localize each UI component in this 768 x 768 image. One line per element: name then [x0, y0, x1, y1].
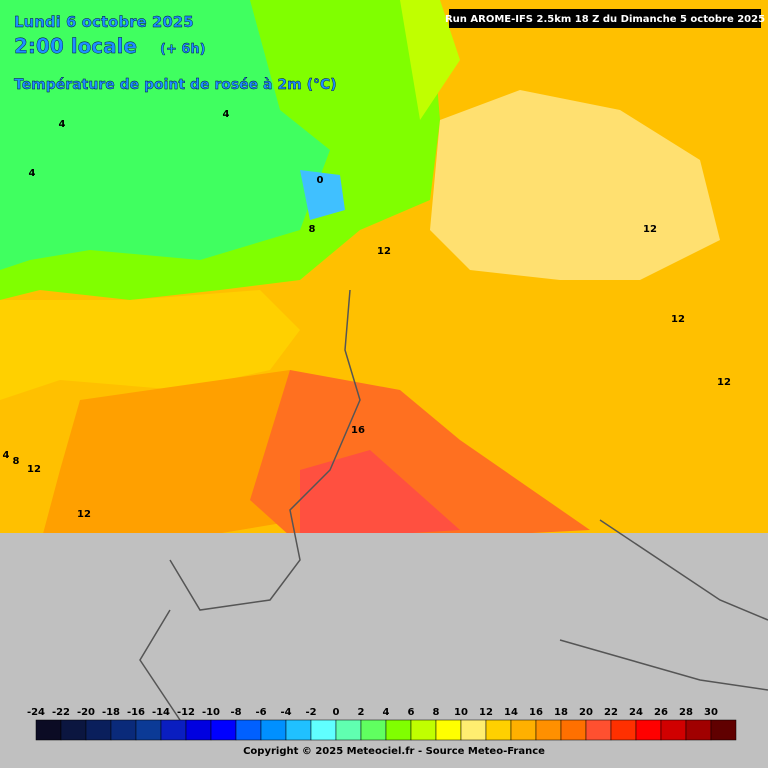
legend-label: 30 — [704, 707, 718, 718]
legend-label: -18 — [102, 707, 120, 718]
legend-label: 8 — [433, 707, 440, 718]
legend-label: 16 — [529, 707, 543, 718]
date: Lundi 6 octobre 2025 — [14, 13, 194, 31]
run-box — [449, 9, 761, 28]
legend-swatch — [535, 719, 562, 741]
copyright: Copyright © 2025 Meteociel.fr - Source M… — [243, 746, 545, 757]
time: 2:00 locale — [14, 34, 137, 58]
legend-swatch — [710, 719, 737, 741]
contour-label: 8 — [309, 224, 316, 235]
variable: Température de point de rosée à 2m (°C) — [14, 77, 337, 93]
legend-swatch — [85, 719, 112, 741]
legend-label: -16 — [127, 707, 145, 718]
field-cyan — [300, 170, 345, 220]
contour-label: 8 — [13, 456, 20, 467]
legend-swatch — [35, 719, 62, 741]
legend-swatch — [560, 719, 587, 741]
legend-label: 12 — [479, 707, 493, 718]
contour-label: 4 — [29, 168, 36, 179]
legend-swatch — [110, 719, 137, 741]
contour-label: 12 — [671, 314, 685, 325]
legend-swatch — [60, 719, 87, 741]
contour-label: 12 — [377, 246, 391, 257]
legend-label: -8 — [230, 707, 241, 718]
contour-label: 4 — [59, 119, 66, 130]
borders — [139, 289, 768, 721]
legend-label: -10 — [202, 707, 220, 718]
contour-label: 12 — [717, 377, 731, 388]
contour-label: 12 — [77, 509, 91, 520]
legend-swatch — [360, 719, 387, 741]
legend-swatch — [210, 719, 237, 741]
legend-swatch — [585, 719, 612, 741]
legend-swatch — [310, 719, 337, 741]
legend-swatch — [435, 719, 462, 741]
legend-label: -14 — [152, 707, 170, 718]
legend-label: 22 — [604, 707, 618, 718]
legend-swatch — [685, 719, 712, 741]
field-yellow — [0, 290, 300, 400]
legend-swatch — [260, 719, 287, 741]
contour-label: 12 — [643, 224, 657, 235]
legend-swatch — [160, 719, 187, 741]
legend-label: 20 — [579, 707, 593, 718]
legend-swatch — [185, 719, 212, 741]
legend-label: -6 — [255, 707, 266, 718]
legend-label: 6 — [408, 707, 415, 718]
legend-label: 0 — [333, 707, 340, 718]
field-lime — [180, 0, 460, 120]
contour-label: 4 — [3, 450, 10, 461]
legend-label: -4 — [280, 707, 291, 718]
legend-swatch — [510, 719, 537, 741]
legend-swatch — [385, 719, 412, 741]
legend-swatch — [235, 719, 262, 741]
contour-label: 16 — [351, 425, 365, 436]
offset: (+ 6h) — [160, 42, 206, 57]
field-pale — [430, 90, 720, 280]
legend-label: 28 — [679, 707, 693, 718]
legend-swatch — [660, 719, 687, 741]
legend-label: -24 — [27, 707, 45, 718]
legend-label: 4 — [383, 707, 390, 718]
contour-label: 12 — [27, 464, 41, 475]
contour-label: 4 — [223, 109, 230, 120]
legend-label: -20 — [77, 707, 95, 718]
legend-label: -22 — [52, 707, 70, 718]
run-info: Run AROME-IFS 2.5km 18 Z du Dimanche 5 o… — [445, 14, 765, 25]
field-green-dark — [0, 0, 330, 270]
legend-swatch — [485, 719, 512, 741]
legend-swatch — [135, 719, 162, 741]
legend-swatch — [335, 719, 362, 741]
legend-label: -12 — [177, 707, 195, 718]
legend-label: 18 — [554, 707, 568, 718]
legend-label: 24 — [629, 707, 643, 718]
legend-label: 14 — [504, 707, 518, 718]
contour-label: 0 — [317, 175, 324, 186]
legend-label: 10 — [454, 707, 468, 718]
field-red — [300, 450, 460, 540]
legend-swatch — [610, 719, 637, 741]
legend-label: 26 — [654, 707, 668, 718]
legend-swatch — [410, 719, 437, 741]
legend-swatch — [285, 719, 312, 741]
legend-label: 2 — [358, 707, 365, 718]
legend-swatch — [635, 719, 662, 741]
legend-swatch — [460, 719, 487, 741]
legend-label: -2 — [305, 707, 316, 718]
